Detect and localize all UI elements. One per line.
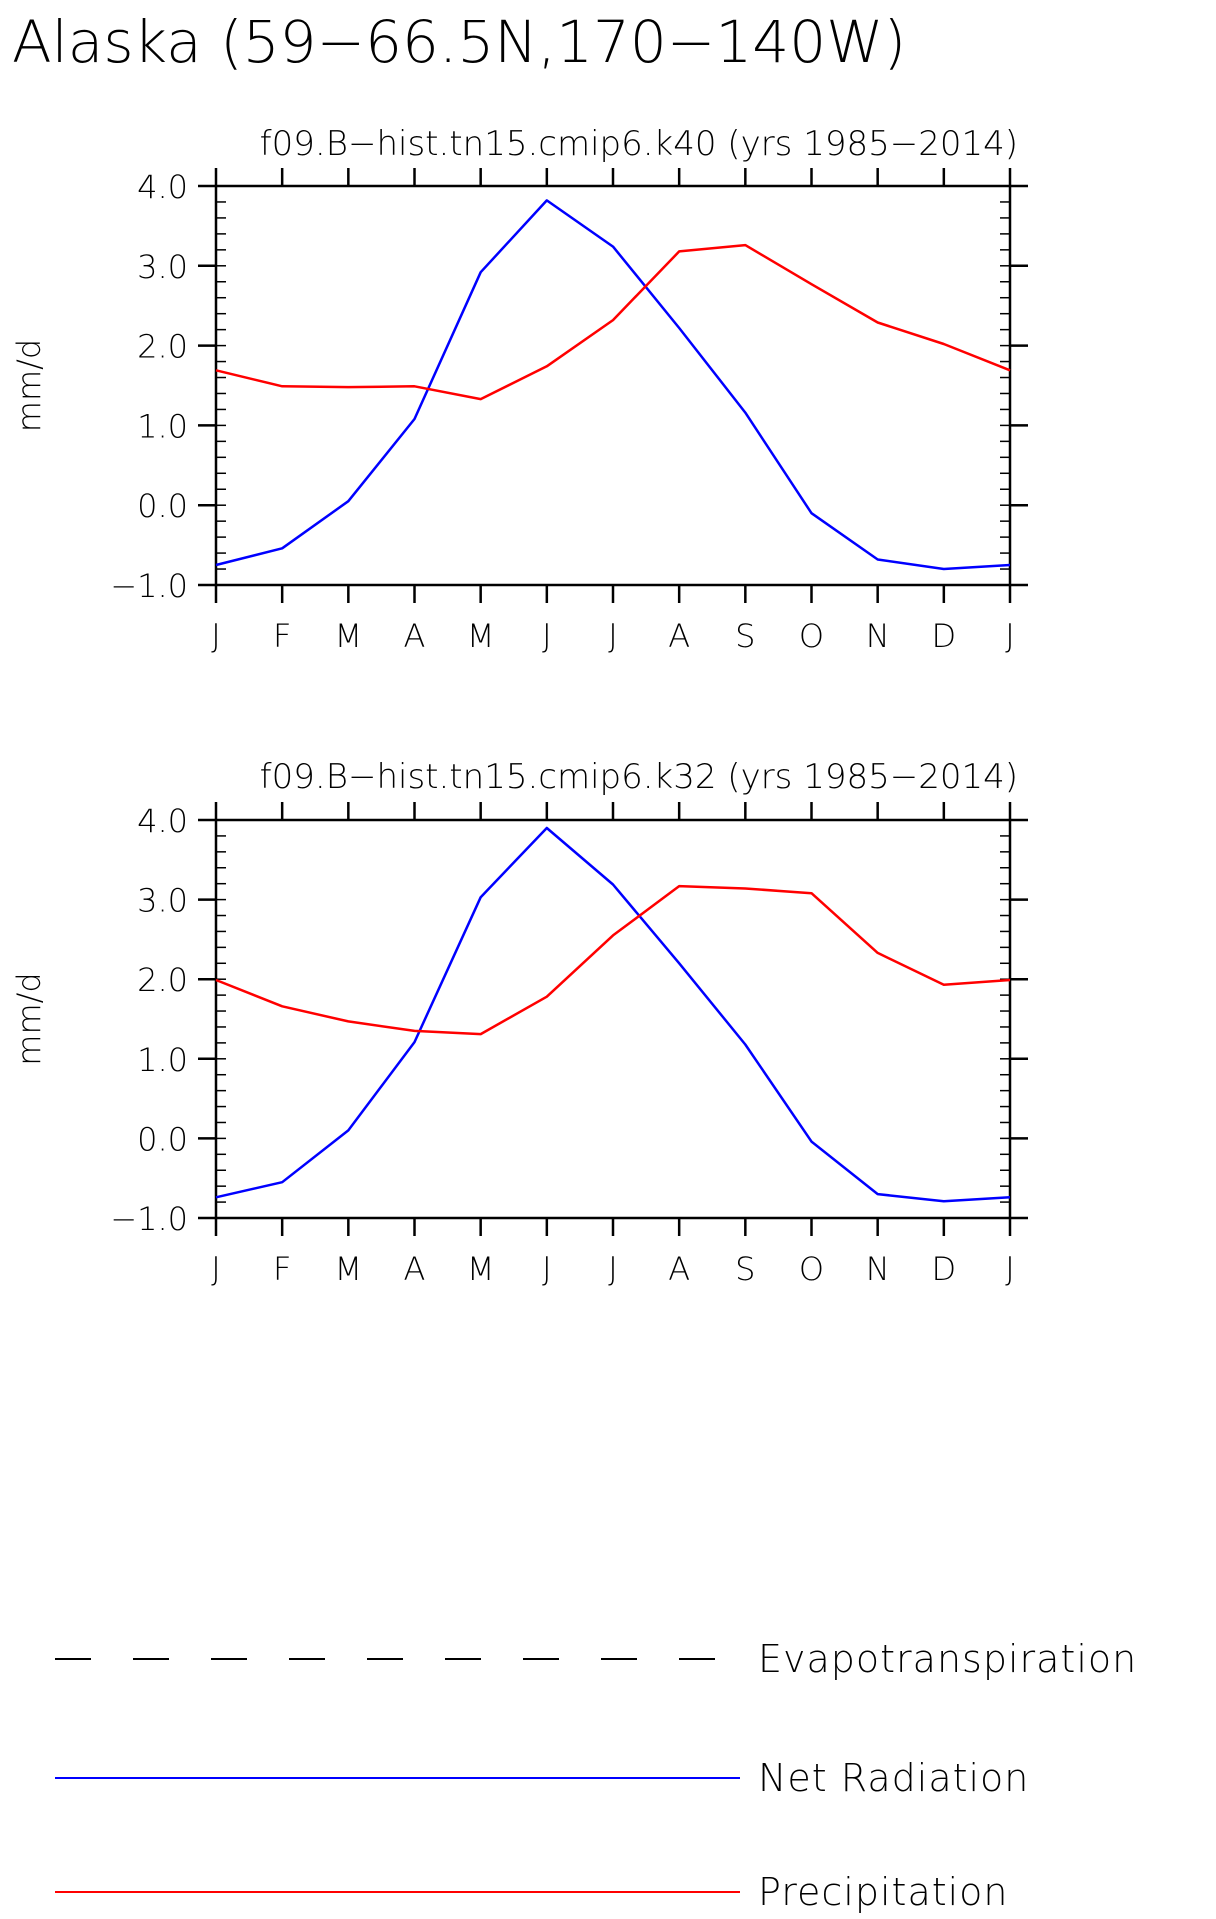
series-line-net-radiation bbox=[215, 826, 1011, 1203]
y-tick-label: 3.0 bbox=[137, 882, 188, 920]
x-tick-label: N bbox=[866, 617, 890, 655]
series-line-precipitation bbox=[215, 884, 1011, 1036]
y-tick-label: −1.0 bbox=[110, 1200, 188, 1238]
x-tick-label: S bbox=[735, 617, 755, 655]
x-tick-label: M bbox=[335, 617, 363, 655]
y-tick-label: 1.0 bbox=[137, 407, 188, 445]
x-tick-label: J bbox=[211, 1250, 220, 1288]
x-tick-label: J bbox=[608, 1250, 617, 1288]
y-tick-label: 2.0 bbox=[137, 328, 188, 366]
legend-item-net-radiation: Net Radiation bbox=[55, 1756, 1029, 1800]
y-tick-label: 2.0 bbox=[137, 961, 188, 999]
x-tick-label: F bbox=[273, 617, 291, 655]
chart-panel-1: f09.B−hist.tn15.cmip6.k40 (yrs 1985−2014… bbox=[10, 124, 1028, 655]
chart-title: f09.B−hist.tn15.cmip6.k40 (yrs 1985−2014… bbox=[260, 124, 1018, 164]
y-tick-label: 3.0 bbox=[137, 248, 188, 286]
y-tick-label: 0.0 bbox=[137, 487, 188, 525]
series-line-net-radiation bbox=[215, 199, 1011, 571]
series-line-precipitation bbox=[215, 243, 1011, 401]
x-tick-label: A bbox=[668, 1250, 690, 1288]
legend-label-precipitation: Precipitation bbox=[758, 1870, 1009, 1914]
x-tick-label: S bbox=[735, 1250, 755, 1288]
x-tick-label: O bbox=[799, 617, 824, 655]
legend-item-precipitation: Precipitation bbox=[55, 1870, 1009, 1914]
legend: Evapotranspiration Net Radiation Precipi… bbox=[55, 1637, 1137, 1914]
chart-title: f09.B−hist.tn15.cmip6.k32 (yrs 1985−2014… bbox=[260, 757, 1018, 797]
y-axis-label: mm/d bbox=[10, 339, 48, 432]
x-tick-label: J bbox=[1005, 617, 1014, 655]
x-tick-label: J bbox=[542, 1250, 551, 1288]
x-tick-label: A bbox=[404, 1250, 426, 1288]
y-tick-label: 1.0 bbox=[137, 1041, 188, 1079]
x-tick-label: M bbox=[467, 1250, 495, 1288]
legend-label-net-radiation: Net Radiation bbox=[758, 1756, 1029, 1800]
figure-title: Alaska (59−66.5N,170−140W) bbox=[12, 8, 906, 76]
x-tick-label: N bbox=[866, 1250, 890, 1288]
x-tick-label: M bbox=[335, 1250, 363, 1288]
x-tick-label: O bbox=[799, 1250, 824, 1288]
x-tick-label: J bbox=[211, 617, 220, 655]
x-tick-label: J bbox=[542, 617, 551, 655]
y-tick-label: 4.0 bbox=[137, 802, 188, 840]
y-tick-label: −1.0 bbox=[110, 567, 188, 605]
y-tick-label: 4.0 bbox=[137, 168, 188, 206]
x-tick-label: D bbox=[932, 1250, 957, 1288]
x-tick-label: M bbox=[467, 617, 495, 655]
x-tick-label: J bbox=[608, 617, 617, 655]
x-tick-label: F bbox=[273, 1250, 291, 1288]
y-tick-label: 0.0 bbox=[137, 1120, 188, 1158]
x-tick-label: A bbox=[668, 617, 690, 655]
x-tick-label: J bbox=[1005, 1250, 1014, 1288]
x-tick-label: A bbox=[404, 617, 426, 655]
legend-item-evapotranspiration: Evapotranspiration bbox=[55, 1637, 1137, 1681]
chart-panel-2: f09.B−hist.tn15.cmip6.k32 (yrs 1985−2014… bbox=[10, 757, 1028, 1288]
x-tick-label: D bbox=[932, 617, 957, 655]
y-axis-label: mm/d bbox=[10, 972, 48, 1065]
legend-label-evapotranspiration: Evapotranspiration bbox=[758, 1637, 1137, 1681]
